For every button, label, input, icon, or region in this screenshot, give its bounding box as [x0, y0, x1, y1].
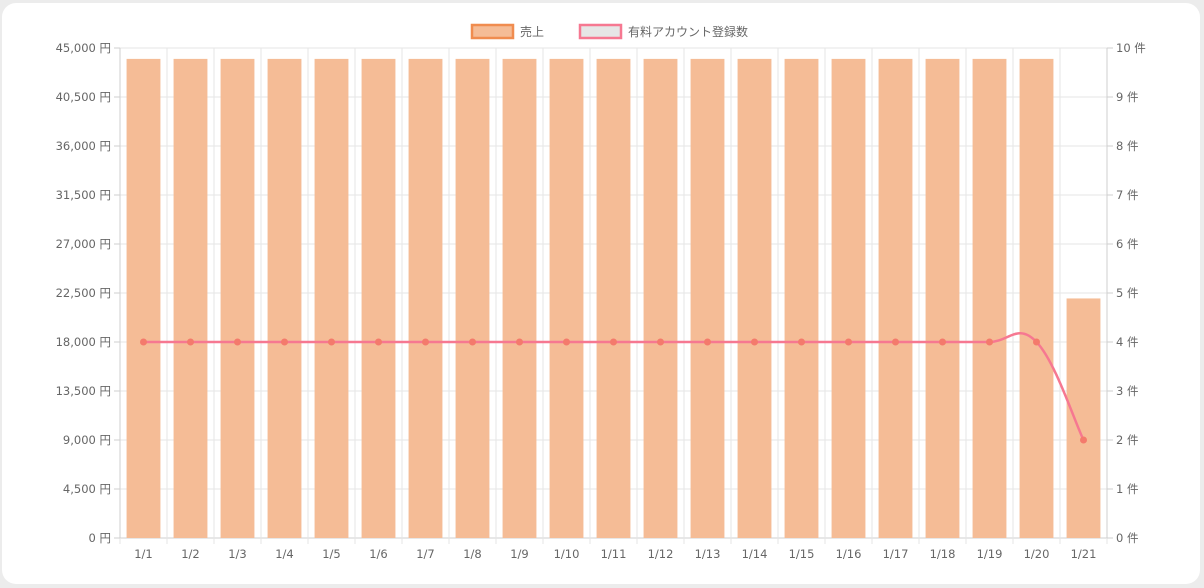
y-left-tick-label: 40,500 円 — [56, 90, 111, 104]
bar — [831, 58, 866, 539]
line-point — [657, 338, 664, 346]
x-tick-label: 1/19 — [977, 547, 1003, 561]
bar — [972, 58, 1007, 539]
y-right-tick-label: 6 件 — [1116, 237, 1138, 251]
bar — [173, 58, 208, 539]
y-right-tick-label: 3 件 — [1116, 384, 1138, 398]
y-left-tick-label: 36,000 円 — [56, 139, 111, 153]
bar-series — [126, 58, 1101, 539]
line-point — [751, 338, 758, 346]
bar — [737, 58, 772, 539]
bar — [361, 58, 396, 539]
y-left-tick-label: 22,500 円 — [56, 286, 111, 300]
y-right-tick-label: 1 件 — [1116, 482, 1138, 496]
y-right-tick-label: 0 件 — [1116, 531, 1138, 545]
x-tick-label: 1/18 — [930, 547, 956, 561]
line-point — [986, 338, 993, 346]
line-point — [1080, 436, 1087, 444]
bar — [1019, 58, 1054, 539]
y-left-tick-label: 45,000 円 — [56, 41, 111, 55]
line-point — [281, 338, 288, 346]
x-tick-label: 1/15 — [789, 547, 815, 561]
line-point — [1033, 338, 1040, 346]
y-left-tick-label: 31,500 円 — [56, 188, 111, 202]
x-tick-label: 1/20 — [1024, 547, 1050, 561]
bar — [220, 58, 255, 539]
bar — [925, 58, 960, 539]
x-tick-label: 1/16 — [836, 547, 862, 561]
line-series — [140, 332, 1087, 444]
line-point — [563, 338, 570, 346]
y-right-tick-label: 2 件 — [1116, 433, 1138, 447]
y-right-tick-label: 8 件 — [1116, 139, 1138, 153]
x-tick-label: 1/4 — [275, 547, 294, 561]
x-tick-label: 1/1 — [134, 547, 153, 561]
y-left-tick-label: 13,500 円 — [56, 384, 111, 398]
x-tick-label: 1/3 — [228, 547, 247, 561]
line-point — [187, 338, 194, 346]
y-axis-right: 0 件 1 件 2 件 3 件 4 件 5 件 6 件 7 件 8 件 9 件 10 件 — [1107, 41, 1146, 545]
x-tick-label: 1/5 — [322, 547, 341, 561]
bar — [314, 58, 349, 539]
line-point — [892, 338, 899, 346]
x-tick-label: 1/11 — [601, 547, 627, 561]
line-point — [704, 338, 711, 346]
bar — [267, 58, 302, 539]
y-right-tick-label: 5 件 — [1116, 286, 1138, 300]
line-point — [328, 338, 335, 346]
line-point — [234, 338, 241, 346]
y-left-tick-label: 0 円 — [89, 531, 111, 545]
y-right-tick-label: 4 件 — [1116, 335, 1138, 349]
chart-card: 売上 有料アカウント登録数 0 円 4,500 円 9,000 円 13,500 円 18… — [2, 3, 1200, 584]
x-tick-label: 1/6 — [369, 547, 388, 561]
bar — [690, 58, 725, 539]
x-tick-label: 1/8 — [463, 547, 482, 561]
line-point — [140, 338, 147, 346]
bar — [878, 58, 913, 539]
y-left-tick-label: 27,000 円 — [56, 237, 111, 251]
line-point — [469, 338, 476, 346]
line-point — [939, 338, 946, 346]
chart-legend: 売上 有料アカウント登録数 — [470, 23, 748, 40]
x-tick-label: 1/14 — [742, 547, 768, 561]
y-left-tick-label: 18,000 円 — [56, 335, 111, 349]
bar — [596, 58, 631, 539]
x-tick-label: 1/13 — [695, 547, 721, 561]
line-point — [375, 338, 382, 346]
y-axis-left: 0 円 4,500 円 9,000 円 13,500 円 18,000 円 22,500 … — [56, 41, 120, 545]
bar — [455, 58, 490, 539]
x-axis: 1/1 1/2 1/3 1/4 1/5 1/6 1/7 1/8 1/9 1/10 1/11 1/12 1… — [134, 547, 1096, 561]
line-point — [798, 338, 805, 346]
x-tick-label: 1/2 — [181, 547, 200, 561]
bar — [1066, 298, 1101, 538]
y-left-tick-label: 9,000 円 — [63, 433, 111, 447]
legend-label-accounts: 有料アカウント登録数 — [628, 24, 748, 39]
bar — [502, 58, 537, 539]
y-right-tick-label: 10 件 — [1116, 41, 1146, 55]
bar — [126, 58, 161, 539]
x-tick-label: 1/17 — [883, 547, 909, 561]
y-right-tick-label: 7 件 — [1116, 188, 1138, 202]
x-tick-label: 1/7 — [416, 547, 435, 561]
legend-swatch-sales — [470, 23, 515, 40]
x-tick-label: 1/9 — [510, 547, 529, 561]
bar — [643, 58, 678, 539]
bar — [549, 58, 584, 539]
x-tick-label: 1/10 — [554, 547, 580, 561]
x-tick-label: 1/21 — [1071, 547, 1097, 561]
legend-swatch-accounts — [578, 23, 623, 40]
y-left-tick-label: 4,500 円 — [63, 482, 111, 496]
bar — [408, 58, 443, 539]
sales-accounts-chart: 売上 有料アカウント登録数 0 円 4,500 円 9,000 円 13,500 円 18… — [56, 23, 1146, 561]
line-point — [845, 338, 852, 346]
x-tick-label: 1/12 — [648, 547, 674, 561]
line-point — [610, 338, 617, 346]
bar — [784, 58, 819, 539]
line-point — [422, 338, 429, 346]
legend-label-sales: 売上 — [520, 24, 544, 39]
line-point — [516, 338, 523, 346]
y-right-tick-label: 9 件 — [1116, 90, 1138, 104]
